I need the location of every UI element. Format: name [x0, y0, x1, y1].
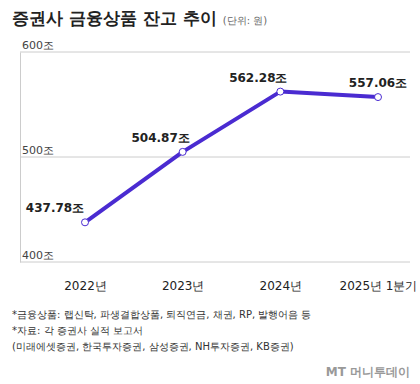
x-tick-label: 2022년: [64, 279, 107, 293]
y-tick: 500조: [20, 144, 54, 158]
marker: [375, 94, 382, 101]
x-tick-label: 2024년: [260, 279, 303, 293]
y-tick-label: 600조: [22, 39, 54, 52]
marker: [179, 148, 186, 155]
plot-area: [82, 88, 382, 226]
y-tick-label: 500조: [22, 144, 54, 157]
x-tick: 2023년: [162, 279, 205, 293]
x-tick: 2022년: [64, 279, 107, 293]
marker: [277, 88, 284, 95]
line: [85, 92, 378, 223]
notes: *금융상품: 랩신탁, 파생결합상품, 퇴직연금, 채권, RP, 발행어음 등…: [12, 309, 312, 352]
grid-line: [20, 262, 410, 263]
grid-line: [20, 52, 410, 53]
y-axis: 400조 500조 600조: [20, 39, 54, 263]
grid: [20, 52, 410, 262]
grid-line: [20, 157, 410, 158]
chart: 증권사 금융상품 잔고 추이(단위: 원)400조500조600조2022년20…: [0, 0, 420, 384]
subtitle: (단위: 원): [223, 15, 267, 26]
data-label: 504.87조: [132, 131, 190, 145]
x-axis: 2022년 2023년 2024년 2025년 1분기: [64, 279, 417, 293]
y-tick-label: 400조: [22, 249, 54, 262]
data-label: 437.78조: [26, 201, 84, 215]
marker: [82, 219, 89, 226]
title: 증권사 금융상품 잔고 추이: [12, 8, 217, 28]
data-label: 557.06조: [349, 76, 407, 90]
y-tick: 600조: [20, 39, 54, 53]
data-label: 562.28조: [229, 71, 287, 85]
x-tick: 2024년: [260, 279, 303, 293]
note: (미래에셋증권, 한국투자증권, 삼성증권, NH투자증권, KB증권): [12, 341, 294, 352]
y-axis-line: [20, 53, 21, 263]
note: *자료: 각 증권사 실적 보고서: [12, 325, 143, 336]
x-tick-label: 2023년: [162, 279, 205, 293]
note: *금융상품: 랩신탁, 파생결합상품, 퇴직연금, 채권, RP, 발행어음 등: [12, 309, 312, 320]
x-tick: 2025년 1분기: [340, 279, 418, 293]
logo: MT 머니투데이: [326, 365, 410, 379]
data-labels: 437.78조 504.87조 562.28조 557.06조: [26, 71, 407, 216]
y-tick: 400조: [20, 249, 54, 263]
x-tick-label: 2025년 1분기: [340, 279, 418, 293]
